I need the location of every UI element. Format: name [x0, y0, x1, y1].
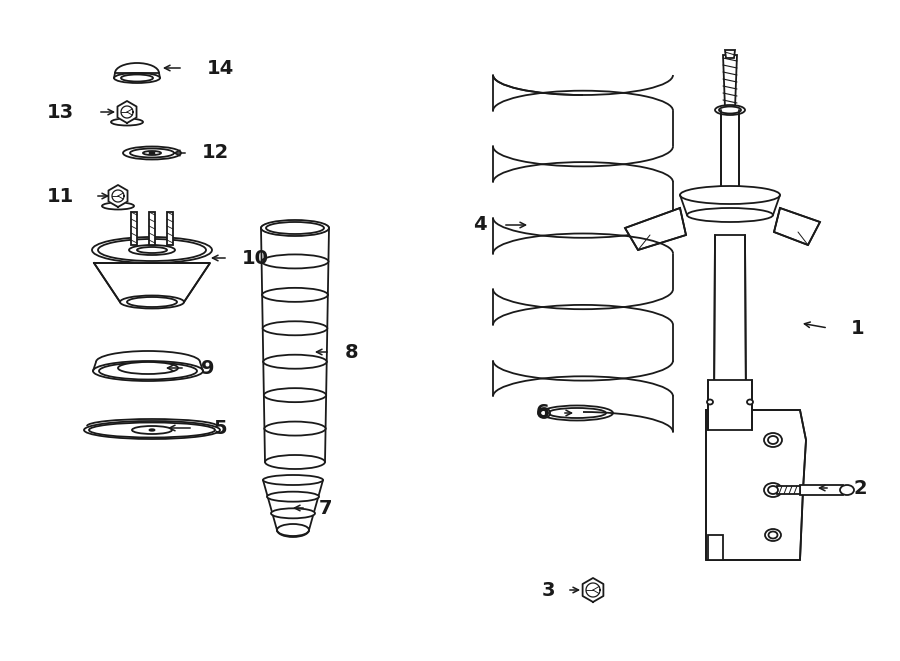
- Ellipse shape: [137, 247, 167, 253]
- Polygon shape: [774, 208, 820, 245]
- Polygon shape: [723, 55, 737, 108]
- Text: 1: 1: [851, 319, 865, 338]
- Ellipse shape: [277, 524, 309, 536]
- Ellipse shape: [764, 483, 782, 497]
- Text: 3: 3: [541, 580, 554, 600]
- Polygon shape: [582, 578, 603, 602]
- Ellipse shape: [840, 485, 854, 495]
- Polygon shape: [167, 212, 173, 245]
- Ellipse shape: [118, 362, 178, 374]
- Ellipse shape: [548, 408, 606, 418]
- Ellipse shape: [769, 531, 778, 539]
- Ellipse shape: [540, 410, 548, 416]
- Ellipse shape: [132, 426, 172, 434]
- Polygon shape: [800, 485, 843, 495]
- Text: 10: 10: [241, 249, 268, 268]
- Ellipse shape: [130, 149, 174, 157]
- Text: 13: 13: [47, 102, 74, 122]
- Text: 11: 11: [47, 186, 74, 206]
- Text: 4: 4: [473, 215, 487, 235]
- Text: 7: 7: [319, 498, 332, 518]
- Polygon shape: [777, 486, 800, 494]
- Ellipse shape: [271, 508, 315, 518]
- Ellipse shape: [93, 361, 203, 381]
- Polygon shape: [149, 212, 155, 245]
- Polygon shape: [708, 380, 752, 430]
- Ellipse shape: [98, 239, 206, 261]
- Ellipse shape: [84, 421, 220, 439]
- Ellipse shape: [680, 186, 780, 204]
- Polygon shape: [721, 110, 739, 195]
- Ellipse shape: [143, 151, 161, 155]
- Ellipse shape: [149, 429, 155, 431]
- Ellipse shape: [265, 455, 325, 469]
- Ellipse shape: [687, 208, 773, 222]
- Polygon shape: [708, 535, 723, 560]
- Ellipse shape: [264, 388, 326, 402]
- Ellipse shape: [764, 433, 782, 447]
- Ellipse shape: [707, 399, 713, 405]
- Ellipse shape: [277, 525, 309, 535]
- Ellipse shape: [267, 492, 319, 502]
- Ellipse shape: [129, 245, 175, 255]
- Ellipse shape: [715, 105, 745, 115]
- Text: 8: 8: [346, 342, 359, 362]
- Text: 14: 14: [206, 59, 234, 77]
- Ellipse shape: [127, 297, 177, 307]
- Ellipse shape: [765, 529, 781, 541]
- Ellipse shape: [719, 106, 741, 114]
- Ellipse shape: [92, 237, 212, 263]
- Ellipse shape: [262, 254, 328, 268]
- Ellipse shape: [768, 436, 778, 444]
- Text: 2: 2: [853, 479, 867, 498]
- Ellipse shape: [264, 355, 327, 369]
- Ellipse shape: [747, 399, 753, 405]
- Polygon shape: [118, 101, 137, 123]
- Polygon shape: [94, 263, 210, 302]
- Ellipse shape: [265, 422, 326, 436]
- Ellipse shape: [99, 362, 197, 379]
- Ellipse shape: [263, 475, 323, 485]
- Ellipse shape: [121, 75, 153, 81]
- Text: 12: 12: [202, 143, 229, 163]
- Ellipse shape: [111, 118, 143, 126]
- Ellipse shape: [538, 408, 550, 418]
- Text: 9: 9: [202, 358, 215, 377]
- Polygon shape: [714, 235, 746, 410]
- Ellipse shape: [120, 295, 184, 309]
- Polygon shape: [725, 50, 735, 58]
- Ellipse shape: [261, 220, 329, 236]
- Polygon shape: [109, 185, 128, 207]
- Ellipse shape: [123, 147, 181, 159]
- Ellipse shape: [266, 222, 324, 234]
- Ellipse shape: [768, 486, 778, 494]
- Text: 5: 5: [213, 418, 227, 438]
- Ellipse shape: [541, 405, 613, 420]
- Ellipse shape: [114, 73, 160, 83]
- Polygon shape: [131, 212, 137, 245]
- Ellipse shape: [263, 321, 328, 335]
- Ellipse shape: [262, 288, 328, 302]
- Polygon shape: [706, 410, 806, 560]
- Ellipse shape: [149, 152, 155, 154]
- Text: 6: 6: [536, 403, 550, 422]
- Ellipse shape: [89, 422, 215, 438]
- Ellipse shape: [261, 221, 329, 235]
- Polygon shape: [625, 208, 686, 250]
- Ellipse shape: [102, 202, 134, 210]
